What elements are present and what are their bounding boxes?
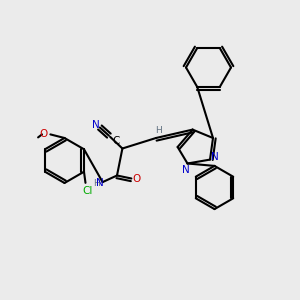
Text: O: O [39,129,48,139]
Text: N: N [96,178,104,188]
Text: H: H [155,126,162,135]
Text: N: N [182,165,190,175]
Text: C: C [113,136,120,146]
Text: O: O [133,174,141,184]
Text: N: N [211,152,218,162]
Text: Cl: Cl [83,186,93,196]
Text: H: H [93,179,99,188]
Text: N: N [92,119,100,130]
